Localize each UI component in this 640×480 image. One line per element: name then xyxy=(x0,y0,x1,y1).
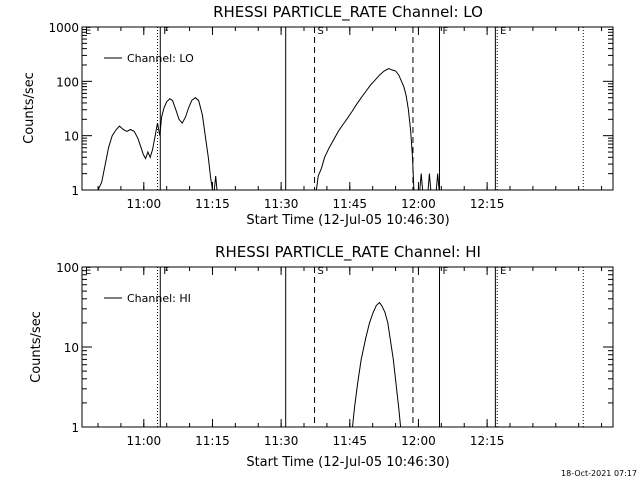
x-tick-label: 11:30 xyxy=(264,197,299,211)
y-tick-label: 10 xyxy=(64,130,79,144)
x-tick-label: 11:15 xyxy=(195,434,230,448)
x-tick-label: 11:00 xyxy=(127,434,162,448)
time-marker-label: S xyxy=(318,26,324,37)
series-line-lo xyxy=(427,173,432,191)
series-line-hi xyxy=(352,301,402,428)
time-marker-label: E xyxy=(500,266,506,277)
series-line-lo xyxy=(315,67,415,191)
x-axis-label-lo: Start Time (12-Jul-05 10:46:30) xyxy=(246,213,449,228)
ticks-lo: 11:00 11:15 11:30 11:45 12:00 12:15 1 10 100 1000 xyxy=(48,21,613,211)
x-tick-label: 11:00 xyxy=(127,197,162,211)
series-line-lo xyxy=(213,176,218,191)
y-tick-label: 100 xyxy=(56,261,79,275)
time-marker-label: F xyxy=(443,26,449,37)
series-lo xyxy=(97,67,440,191)
series-hi xyxy=(352,301,402,428)
time-marker-label: F xyxy=(163,26,169,37)
x-tick-label: 11:15 xyxy=(195,197,230,211)
time-marker-label: E xyxy=(85,26,91,37)
x-tick-label: 12:00 xyxy=(401,197,436,211)
legend-label-hi: Channel: HI xyxy=(127,292,191,305)
ticks-hi: 11:00 11:15 11:30 11:45 12:00 12:15 1 10 100 xyxy=(56,261,613,448)
series-line-lo xyxy=(97,97,213,191)
y-tick-label: 1 xyxy=(71,421,79,435)
panel-hi: RHESSI PARTICLE_RATE Channel: HI Start T… xyxy=(29,243,614,470)
x-tick-label: 11:45 xyxy=(332,434,367,448)
x-tick-label: 12:00 xyxy=(401,434,436,448)
y-tick-label: 10 xyxy=(64,341,79,355)
y-tick-label: 1000 xyxy=(48,21,79,35)
y-tick-label: 100 xyxy=(56,75,79,89)
series-line-lo xyxy=(419,173,424,191)
footer-timestamp: 18-Oct-2021 07:17 xyxy=(561,469,637,478)
time-marker-label: E xyxy=(500,26,506,37)
chart-title-lo: RHESSI PARTICLE_RATE Channel: LO xyxy=(213,3,483,22)
series-line-lo xyxy=(435,173,440,191)
y-axis-label-hi: Counts/sec xyxy=(29,311,44,383)
x-tick-label: 12:15 xyxy=(470,434,505,448)
chart-title-hi: RHESSI PARTICLE_RATE Channel: HI xyxy=(215,243,481,262)
x-tick-label: 11:45 xyxy=(332,197,367,211)
plot-frame-lo xyxy=(81,26,614,191)
legend-label-lo: Channel: LO xyxy=(127,52,194,65)
time-marker-label: E xyxy=(85,266,91,277)
y-tick-label: 1 xyxy=(71,184,79,198)
time-marker-label: F xyxy=(443,266,449,277)
time-marker-label: S xyxy=(318,266,324,277)
x-tick-label: 11:30 xyxy=(264,434,299,448)
x-axis-label-hi: Start Time (12-Jul-05 10:46:30) xyxy=(246,455,449,470)
y-axis-label-lo: Counts/sec xyxy=(22,72,37,144)
x-tick-label: 12:15 xyxy=(470,197,505,211)
panel-lo: RHESSI PARTICLE_RATE Channel: LO Start T… xyxy=(22,3,614,228)
plot-frame-hi xyxy=(81,266,614,428)
time-marker-label: F xyxy=(163,266,169,277)
